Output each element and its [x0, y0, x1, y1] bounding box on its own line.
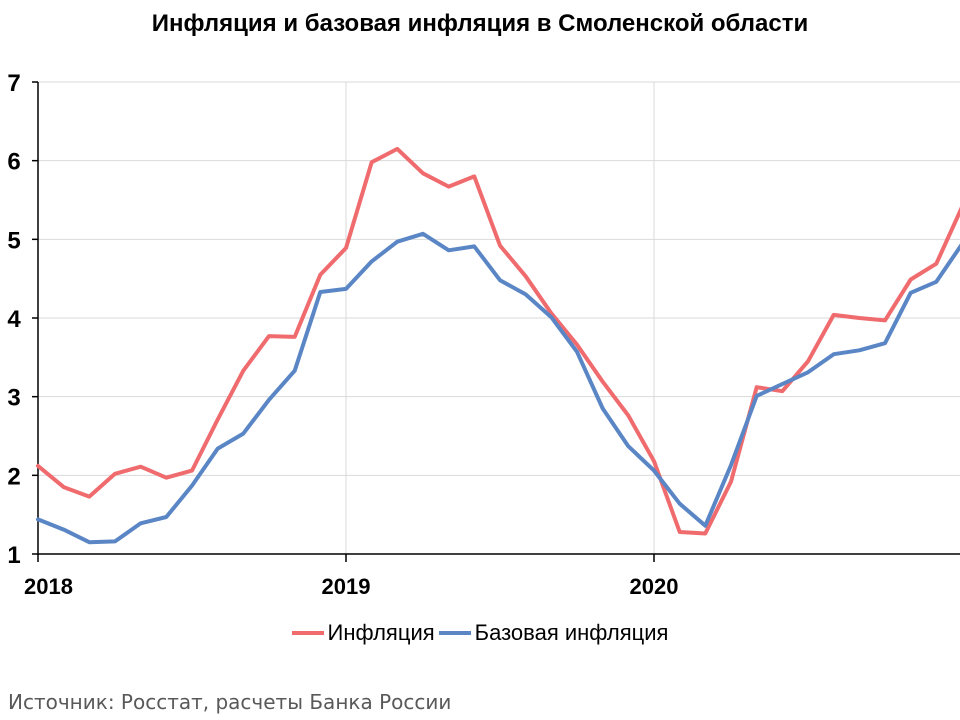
y-tick-label: 6	[7, 149, 20, 176]
legend: Инфляция Базовая инфляция	[0, 620, 960, 646]
legend-item-core-inflation: Базовая инфляция	[438, 620, 669, 646]
legend-label-core-inflation: Базовая инфляция	[474, 620, 669, 645]
legend-label-inflation: Инфляция	[327, 620, 435, 645]
tick-labels: 1 2 3 4 5 6 7 2018 2019 2020	[7, 70, 678, 599]
y-tick-label: 4	[7, 306, 21, 333]
source-note: Источник: Росстат, расчеты Банка России	[8, 690, 452, 714]
y-tick-label: 7	[7, 70, 20, 97]
axis-layer	[32, 81, 960, 562]
y-tick-label: 2	[7, 463, 20, 490]
chart-title: Инфляция и базовая инфляция в Смоленской…	[151, 10, 809, 37]
x-tick-label: 2020	[630, 574, 679, 599]
y-tick-label: 5	[7, 227, 20, 254]
legend-swatch-inflation	[291, 631, 324, 635]
x-tick-label: 2019	[322, 574, 371, 599]
legend-item-inflation: Инфляция	[291, 620, 435, 646]
y-tick-label: 3	[7, 385, 20, 412]
x-tick-label: 2018	[24, 574, 73, 599]
series-layer	[36, 146, 960, 545]
grid-layer	[38, 81, 960, 554]
legend-swatch-core-inflation	[438, 631, 471, 635]
y-tick-label: 1	[7, 542, 20, 569]
series-line-inflation	[36, 146, 960, 536]
series-line-core-inflation	[36, 231, 960, 545]
